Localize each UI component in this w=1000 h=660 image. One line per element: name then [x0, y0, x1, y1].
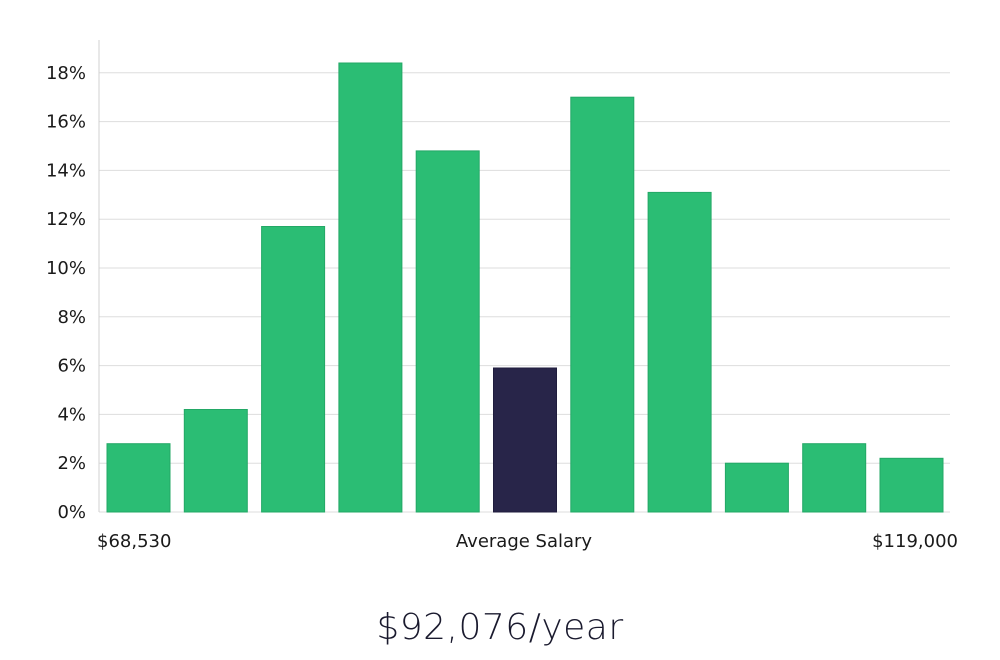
bars	[106, 62, 944, 513]
y-tick-label: 18%	[46, 63, 86, 84]
x-label-center: Average Salary	[456, 531, 593, 552]
bar	[261, 226, 326, 513]
y-tick-label: 10%	[46, 258, 86, 279]
bar	[570, 96, 635, 513]
bar	[183, 409, 248, 513]
y-tick-labels: 0% 2% 4% 6% 8% 10% 12% 14% 16% 18%	[46, 63, 86, 523]
bar	[879, 457, 944, 513]
bar	[338, 62, 403, 513]
y-tick-label: 14%	[46, 160, 86, 181]
y-tick-label: 16%	[46, 112, 86, 133]
bar	[106, 443, 171, 513]
bar-average-salary	[493, 367, 557, 513]
bar	[415, 150, 480, 513]
y-tick-label: 8%	[57, 307, 86, 328]
x-label-min: $68,530	[97, 531, 171, 552]
y-tick-label: 4%	[57, 404, 86, 425]
y-tick-label: 12%	[46, 209, 86, 230]
x-label-max: $119,000	[872, 531, 958, 552]
bar	[647, 191, 712, 513]
y-tick-label: 6%	[57, 356, 86, 377]
average-salary-headline: $92,076/year	[376, 607, 624, 648]
y-tick-label: 2%	[57, 453, 86, 474]
bar	[802, 443, 867, 513]
y-tick-label: 0%	[57, 502, 86, 523]
bar	[724, 462, 789, 513]
